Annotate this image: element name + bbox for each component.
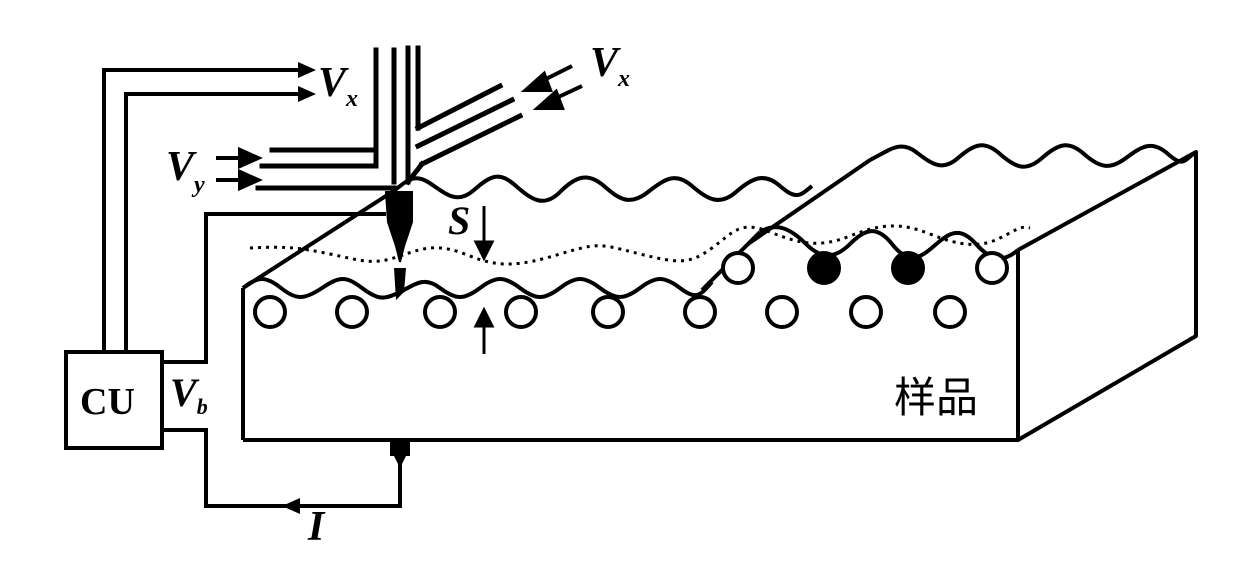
atom: [765, 295, 799, 329]
sample-contact: [390, 440, 410, 464]
atom: [721, 251, 755, 285]
atoms-row-terrace: [721, 251, 1009, 285]
label-vy: Vy: [166, 144, 205, 198]
atom: [591, 295, 625, 329]
atom: [849, 295, 883, 329]
label-cu: CU: [80, 381, 135, 423]
control-unit-box: [64, 350, 164, 450]
stm-tip: [384, 191, 413, 263]
vx-right-arrows: [520, 64, 583, 110]
vy-arrows: [216, 146, 263, 192]
piezo-scanner: [255, 45, 524, 191]
tip-trace-dotted: [249, 224, 1031, 266]
sample-right-face: [1016, 150, 1198, 442]
atom-dark: [891, 251, 925, 285]
tip-apex: [394, 268, 406, 300]
surface-step-back: [746, 158, 872, 246]
vx-top-arrows: [298, 62, 316, 102]
control-wiring: [102, 68, 402, 508]
gap-indicator: [473, 206, 495, 354]
atom: [683, 295, 717, 329]
sample-left-edge: [241, 190, 394, 290]
atoms-row-front: [253, 295, 967, 329]
sample-block: [241, 150, 1198, 442]
label-current: I: [307, 504, 326, 550]
label-sample: 样品: [894, 373, 978, 422]
label-vx-right: Vx: [590, 40, 630, 92]
atom: [335, 295, 369, 329]
surface-back-left: [390, 174, 814, 203]
atom: [504, 295, 538, 329]
atom-dark: [807, 251, 841, 285]
atom: [975, 251, 1009, 285]
label-s: S: [448, 198, 470, 243]
atom: [253, 295, 287, 329]
label-vb: Vb: [170, 370, 208, 419]
surface-back-right: [869, 143, 1198, 169]
label-vx-top: Vx: [318, 60, 358, 112]
atom: [933, 295, 967, 329]
current-arrow: [282, 498, 300, 514]
atom: [423, 295, 457, 329]
surface-front: [241, 277, 714, 300]
